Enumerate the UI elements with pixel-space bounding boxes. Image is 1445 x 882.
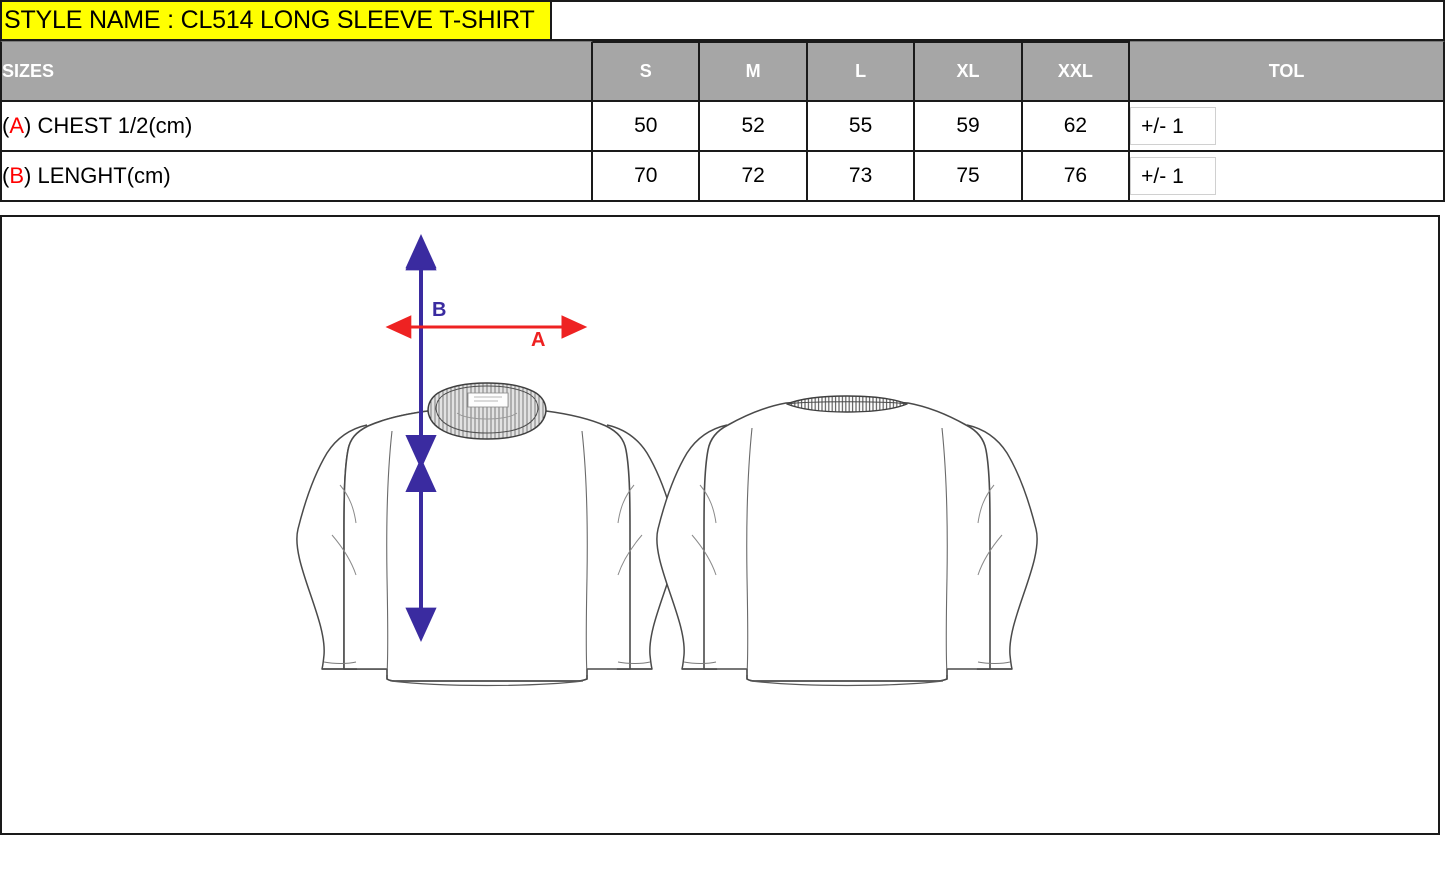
length-value-l: 73 — [807, 152, 916, 202]
chest-value-s: 50 — [593, 102, 701, 152]
length-value-xxl: 76 — [1022, 152, 1131, 202]
style-name-cell: STYLE NAME : CL514 LONG SLEEVE T-SHIRT — [0, 0, 552, 41]
chest-value-xxl: 62 — [1022, 102, 1131, 152]
measurement-label-chest: (A) CHEST 1/2(cm) — [0, 102, 594, 152]
ref-letter-a: A — [9, 113, 25, 138]
column-header-sizes: SIZES — [0, 41, 594, 102]
chest-tolerance-value: +/- 1 — [1130, 107, 1217, 145]
chest-value-xl: 59 — [915, 102, 1023, 152]
length-value-m: 72 — [700, 152, 808, 202]
long-sleeve-tshirt-back — [656, 395, 1038, 687]
garment-illustration-panel: B A — [0, 215, 1440, 835]
length-tolerance-value: +/- 1 — [1130, 157, 1217, 195]
table-row: (B) LENGHT(cm) 70 72 73 75 76 +/- 1 — [0, 152, 1445, 202]
chest-value-l: 55 — [807, 102, 916, 152]
title-blank-cell — [552, 0, 1445, 41]
measure-a-label: A — [531, 329, 545, 351]
ref-paren-open: ( — [2, 163, 10, 188]
column-header-xxl: XXL — [1022, 41, 1131, 102]
column-header-s: S — [593, 41, 701, 102]
chest-tolerance-cell: +/- 1 — [1130, 102, 1445, 152]
column-header-xl: XL — [915, 41, 1023, 102]
style-name-text: STYLE NAME : CL514 LONG SLEEVE T-SHIRT — [4, 6, 535, 34]
measurement-label-length: (B) LENGHT(cm) — [0, 152, 594, 202]
column-header-l: L — [807, 41, 916, 102]
long-sleeve-tshirt-front: B A — [296, 234, 678, 687]
length-value-xl: 75 — [915, 152, 1023, 202]
length-value-s: 70 — [593, 152, 701, 202]
chest-value-m: 52 — [700, 102, 808, 152]
length-tolerance-cell: +/- 1 — [1130, 152, 1445, 202]
title-row: STYLE NAME : CL514 LONG SLEEVE T-SHIRT — [0, 0, 1445, 41]
column-header-m: M — [700, 41, 808, 102]
measurement-table: SIZES S M L XL XXL TOL (A) CHEST 1/2(cm)… — [0, 41, 1445, 202]
ref-letter-b: B — [9, 163, 25, 188]
column-header-tol: TOL — [1130, 41, 1445, 102]
measurement-name-length: ) LENGHT(cm) — [24, 163, 171, 188]
measurement-name-chest: ) CHEST 1/2(cm) — [24, 113, 193, 138]
table-header-row: SIZES S M L XL XXL TOL — [0, 41, 1445, 102]
garment-illustration-canvas: B A — [2, 217, 1438, 833]
measure-b-label: B — [432, 299, 446, 321]
table-row: (A) CHEST 1/2(cm) 50 52 55 59 62 +/- 1 — [0, 102, 1445, 152]
ref-paren-open: ( — [2, 113, 10, 138]
